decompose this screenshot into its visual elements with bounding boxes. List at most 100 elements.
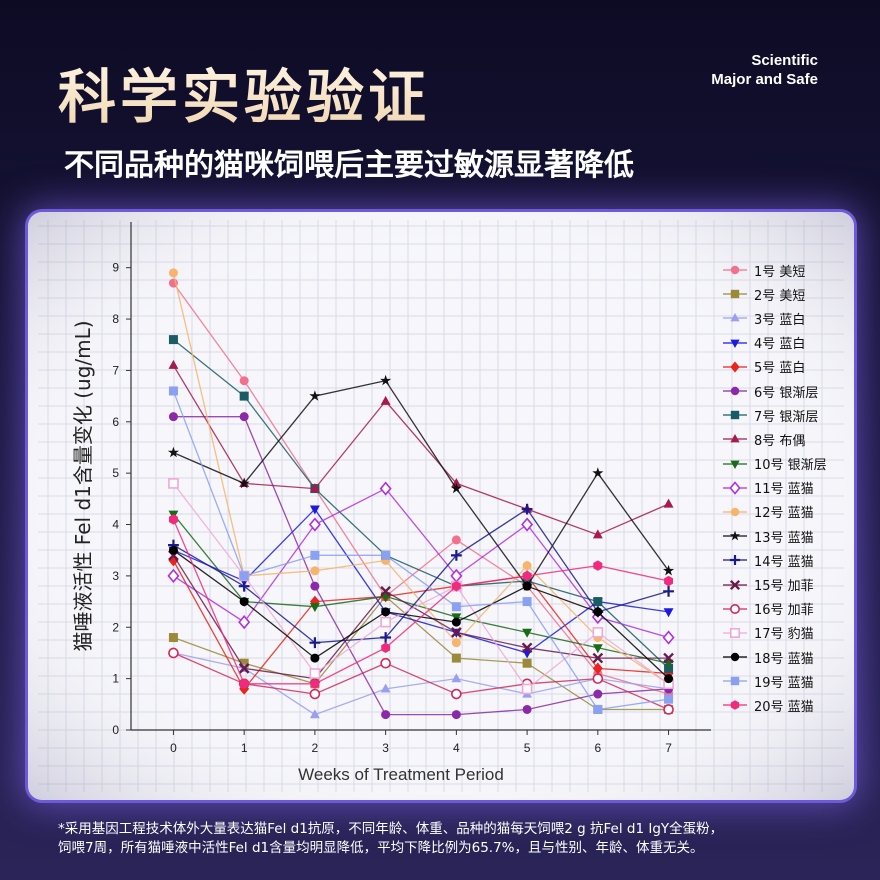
legend-swatch bbox=[723, 603, 747, 614]
legend-swatch bbox=[723, 579, 747, 590]
data-point bbox=[380, 616, 391, 628]
marker-shape bbox=[451, 710, 461, 720]
marker-shape bbox=[592, 529, 603, 539]
data-point bbox=[521, 517, 534, 532]
data-point bbox=[239, 376, 249, 386]
x-tick-label: 2 bbox=[312, 741, 319, 755]
data-point bbox=[168, 359, 179, 369]
data-point bbox=[522, 628, 533, 638]
data-point bbox=[451, 627, 462, 638]
legend-item: 19号 蓝猫 bbox=[722, 669, 827, 693]
marker-shape bbox=[662, 630, 675, 645]
data-point bbox=[730, 677, 740, 686]
x-tick-label: 6 bbox=[594, 741, 601, 755]
marker-shape bbox=[592, 662, 603, 675]
data-point bbox=[381, 607, 391, 617]
legend-item: 1号 美短 bbox=[722, 258, 827, 282]
legend-swatch bbox=[723, 507, 747, 517]
marker-shape bbox=[730, 460, 740, 469]
data-point bbox=[729, 530, 741, 541]
marker-shape bbox=[730, 313, 740, 322]
data-point bbox=[309, 505, 320, 515]
x-tick-label: 0 bbox=[170, 741, 177, 755]
data-point bbox=[310, 581, 320, 591]
data-point bbox=[521, 683, 533, 695]
data-point bbox=[522, 704, 532, 714]
data-point bbox=[381, 642, 391, 653]
marker-shape bbox=[310, 678, 320, 689]
marker-shape bbox=[593, 689, 603, 699]
series-line bbox=[172, 483, 669, 690]
data-point bbox=[239, 571, 249, 581]
legend-swatch bbox=[723, 411, 747, 420]
data-point bbox=[310, 653, 320, 663]
data-point bbox=[730, 313, 740, 322]
data-point bbox=[593, 704, 603, 714]
legend-swatch bbox=[723, 677, 747, 686]
data-point bbox=[729, 555, 741, 566]
data-point bbox=[663, 585, 674, 597]
data-point bbox=[592, 652, 604, 664]
data-point bbox=[521, 503, 533, 515]
y-tick-label: 1 bbox=[112, 672, 119, 686]
data-point bbox=[664, 575, 673, 587]
marker-shape bbox=[593, 704, 603, 714]
legend-swatch bbox=[723, 434, 747, 443]
data-point bbox=[451, 653, 461, 663]
marker-shape bbox=[168, 478, 179, 489]
y-tick-label: 3 bbox=[112, 569, 119, 583]
marker-shape bbox=[168, 554, 179, 567]
data-point bbox=[238, 615, 251, 630]
data-point bbox=[730, 411, 740, 420]
legend-label: 12号 蓝猫 bbox=[754, 506, 814, 522]
series-line bbox=[173, 508, 669, 654]
legend-item: 6号 银渐层 bbox=[722, 379, 827, 403]
marker-shape bbox=[310, 653, 320, 663]
marker-shape bbox=[168, 386, 178, 396]
badge-line-1: Scientific bbox=[751, 52, 818, 69]
series-line bbox=[173, 416, 669, 716]
legend-item: 16号 加菲 bbox=[722, 597, 827, 621]
marker-shape bbox=[522, 658, 532, 668]
data-point bbox=[310, 550, 320, 560]
legend-label: 17号 豹猫 bbox=[754, 627, 814, 643]
marker-shape bbox=[730, 339, 740, 348]
marker-shape bbox=[380, 657, 391, 669]
data-point bbox=[238, 477, 250, 489]
legend-swatch bbox=[723, 339, 747, 348]
marker-shape bbox=[663, 652, 674, 664]
legend-swatch bbox=[723, 386, 747, 396]
y-tick-label: 9 bbox=[112, 261, 119, 275]
y-tick-label: 4 bbox=[112, 518, 119, 532]
series-line bbox=[173, 595, 669, 711]
marker-shape bbox=[450, 549, 462, 561]
data-point bbox=[729, 481, 741, 495]
marker-shape bbox=[522, 597, 532, 607]
marker-shape bbox=[729, 530, 741, 541]
marker-shape bbox=[451, 535, 461, 545]
marker-shape bbox=[309, 505, 320, 515]
data-point bbox=[664, 694, 674, 704]
legend-label: 13号 蓝猫 bbox=[754, 530, 814, 546]
marker-shape bbox=[663, 704, 674, 715]
y-tick-label: 5 bbox=[112, 466, 119, 480]
legend-swatch bbox=[723, 481, 747, 495]
data-point bbox=[593, 607, 603, 617]
series-line bbox=[172, 519, 669, 685]
data-point bbox=[592, 644, 603, 654]
marker-shape bbox=[381, 642, 391, 653]
marker-shape bbox=[663, 585, 674, 597]
marker-shape bbox=[450, 482, 462, 494]
data-point bbox=[380, 585, 391, 597]
legend-label: 14号 蓝猫 bbox=[754, 554, 814, 570]
marker-shape bbox=[168, 268, 178, 278]
marker-shape bbox=[168, 633, 178, 643]
marker-shape bbox=[238, 477, 250, 489]
series-10 bbox=[167, 481, 675, 645]
data-point bbox=[730, 700, 740, 711]
marker-shape bbox=[380, 683, 391, 693]
marker-shape bbox=[663, 667, 674, 680]
marker-shape bbox=[168, 545, 178, 555]
marker-shape bbox=[239, 571, 249, 581]
data-point bbox=[593, 597, 603, 607]
